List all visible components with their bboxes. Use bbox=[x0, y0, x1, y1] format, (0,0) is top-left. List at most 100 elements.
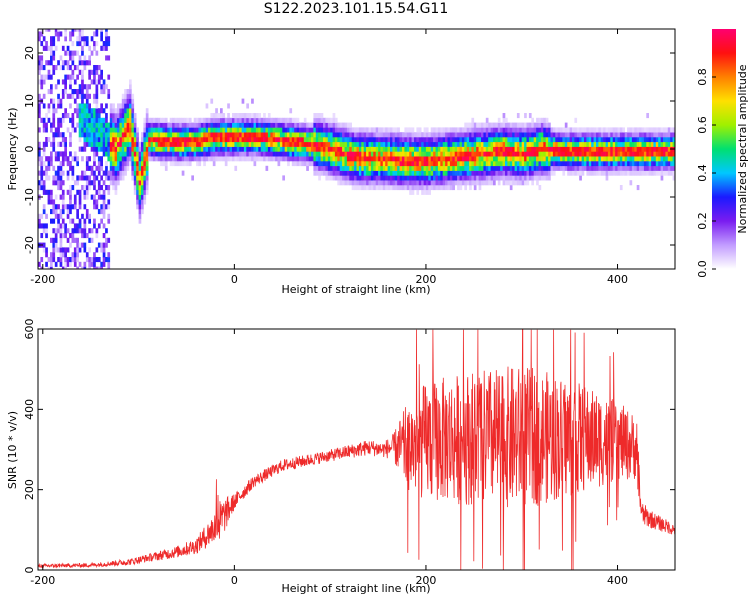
spectrogram-cell bbox=[617, 132, 621, 138]
spectrogram-cell bbox=[176, 151, 180, 157]
spectrogram-cell bbox=[490, 137, 494, 143]
spectrogram-cell bbox=[90, 261, 94, 267]
spectrogram-cell bbox=[421, 156, 424, 162]
spectrogram-cell bbox=[346, 137, 350, 143]
spectrogram-cell bbox=[198, 161, 202, 167]
spectrogram-cell bbox=[629, 161, 633, 167]
spectrogram-cell bbox=[414, 151, 417, 157]
spectrogram-cell bbox=[339, 122, 343, 128]
spectrogram-cell bbox=[385, 151, 388, 157]
spectrogram-cell bbox=[538, 170, 542, 176]
spectrogram-cell bbox=[155, 117, 158, 123]
spectrogram-cell bbox=[255, 122, 259, 128]
spectrogram-cell bbox=[200, 146, 204, 152]
spectrogram-cell bbox=[526, 137, 530, 143]
spectrogram-cell bbox=[337, 180, 340, 186]
spectrogram-cell bbox=[150, 117, 154, 123]
spectrogram-cell bbox=[40, 223, 44, 229]
spectrogram-cell bbox=[356, 137, 360, 143]
spectrogram-cell bbox=[627, 127, 630, 133]
spectrogram-cell bbox=[564, 161, 568, 167]
spectrogram-cell bbox=[42, 146, 46, 152]
spectrogram-cell bbox=[397, 137, 400, 143]
spectrogram-cell bbox=[440, 151, 443, 157]
spectrogram-cell bbox=[387, 161, 391, 167]
spectrogram-cell bbox=[88, 127, 91, 133]
spectrogram-cell bbox=[330, 122, 333, 128]
spectrogram-cell bbox=[196, 156, 199, 162]
spectrogram-cell bbox=[124, 141, 127, 147]
spectrogram-cell bbox=[69, 151, 72, 157]
spectrogram-cell bbox=[258, 137, 261, 143]
spectrogram-cell bbox=[596, 151, 599, 157]
spectrogram-cell bbox=[327, 165, 331, 171]
spectrogram-cell bbox=[603, 165, 606, 171]
spectrogram-cell bbox=[646, 165, 649, 171]
spectrogram-cell bbox=[528, 165, 532, 171]
spectrogram-cell bbox=[133, 165, 137, 171]
spectrogram-cell bbox=[370, 127, 374, 133]
spectrogram-cell bbox=[323, 161, 326, 167]
spectrogram-cell bbox=[121, 117, 125, 123]
spectrogram-cell bbox=[339, 161, 343, 167]
spectrogram-cell bbox=[457, 137, 460, 143]
spectrogram-cell bbox=[505, 156, 508, 162]
spectrogram-cell bbox=[107, 175, 111, 181]
spectrogram-cell bbox=[141, 141, 144, 147]
spectrogram-cell bbox=[634, 161, 637, 167]
spectrogram-cell bbox=[540, 175, 544, 181]
spectrogram-cell bbox=[291, 127, 295, 133]
spectrogram-cell bbox=[76, 89, 79, 95]
spectrogram-cell bbox=[57, 223, 60, 229]
spectrogram-cell bbox=[73, 127, 77, 133]
spectrogram-cell bbox=[117, 117, 120, 123]
spectrogram-cell bbox=[514, 165, 518, 171]
spectrogram-cell bbox=[318, 165, 321, 171]
spectrogram-cell bbox=[318, 137, 321, 143]
spectrogram-cell bbox=[85, 141, 89, 147]
spectrogram-cell bbox=[47, 60, 51, 66]
spectrogram-cell bbox=[363, 156, 367, 162]
spectrogram-cell bbox=[145, 146, 149, 152]
spectrogram-cell bbox=[356, 185, 360, 191]
spectrogram-cell bbox=[133, 161, 137, 167]
spectrogram-cell bbox=[107, 261, 111, 267]
spectrogram-cell bbox=[251, 141, 254, 147]
spectrogram-cell bbox=[361, 175, 364, 181]
spectrogram-cell bbox=[52, 146, 56, 152]
spectrogram-cell bbox=[71, 50, 75, 56]
spectrogram-cell bbox=[61, 156, 65, 162]
spectrogram-cell bbox=[622, 161, 625, 167]
spectrogram-cell bbox=[69, 257, 72, 263]
spectrogram-cell bbox=[131, 146, 135, 152]
spectrogram-cell bbox=[100, 242, 103, 248]
spectrogram-cell bbox=[342, 180, 345, 186]
spectrogram-cell bbox=[296, 117, 300, 123]
spectrogram-cell bbox=[191, 156, 194, 162]
spectrogram-cell bbox=[471, 137, 475, 143]
spectrogram-cell bbox=[423, 137, 427, 143]
spectrogram-cell bbox=[332, 137, 336, 143]
spectrogram-cell bbox=[83, 141, 87, 147]
spectrogram-cell bbox=[653, 156, 657, 162]
spectrogram-cell bbox=[327, 146, 331, 152]
spectrogram-cell bbox=[478, 185, 482, 191]
spectrogram-cell bbox=[50, 122, 53, 128]
spectrogram-cell bbox=[493, 156, 496, 162]
spectrogram-cell bbox=[38, 65, 41, 71]
spectrogram-cell bbox=[227, 132, 230, 138]
spectrogram-cell bbox=[76, 113, 79, 119]
spectrogram-cell bbox=[246, 151, 249, 157]
spectrogram-cell bbox=[306, 137, 309, 143]
spectrogram-cell bbox=[105, 103, 108, 109]
spectrogram-cell bbox=[540, 137, 544, 143]
spectrogram-cell bbox=[476, 122, 479, 128]
spectrogram-cell bbox=[378, 151, 381, 157]
spectrogram-cell bbox=[279, 127, 283, 133]
spectrogram-cell bbox=[117, 122, 120, 128]
spectrogram-cell bbox=[320, 132, 324, 138]
spectrogram-cell bbox=[38, 156, 41, 162]
spectrogram-cell bbox=[406, 141, 410, 147]
spectrogram-cell bbox=[97, 257, 101, 263]
spectrogram-cell bbox=[73, 108, 77, 114]
